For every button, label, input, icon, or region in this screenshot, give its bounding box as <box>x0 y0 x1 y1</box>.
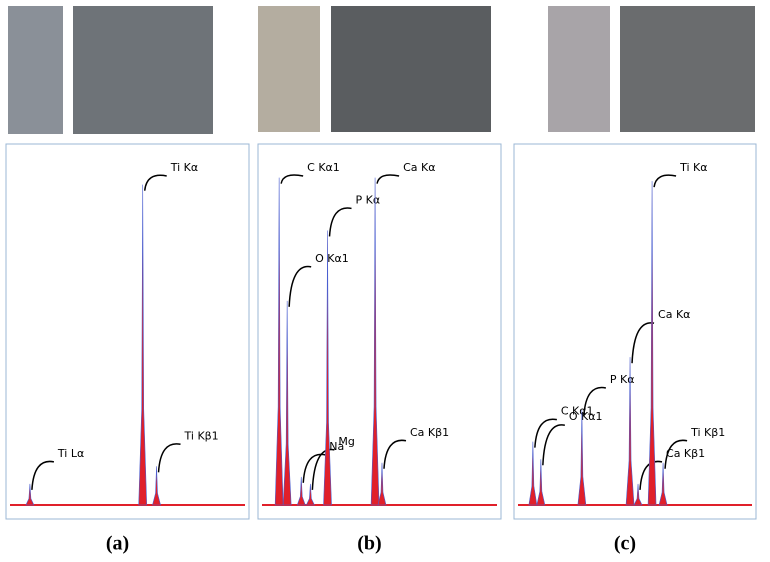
peak <box>658 462 668 506</box>
peak <box>305 483 315 506</box>
peak <box>138 184 148 506</box>
peak-label: Ti Kα <box>170 161 198 174</box>
arrow <box>157 443 181 473</box>
peak <box>296 476 306 506</box>
peak-label: P Kα <box>356 193 381 206</box>
arrow <box>376 174 400 184</box>
implant-photo <box>548 6 610 132</box>
arrow <box>664 439 688 469</box>
peak-label: Ti Kβ1 <box>690 426 725 439</box>
peak-label: O Kα1 <box>569 410 603 423</box>
arrow <box>143 174 167 191</box>
peak <box>377 462 387 506</box>
caption: (c) <box>614 533 636 555</box>
arrow <box>631 322 655 364</box>
arrow <box>31 460 55 490</box>
peak <box>282 300 292 506</box>
arrow <box>328 207 352 237</box>
peak <box>528 441 538 506</box>
spectrum-chart: Ti Lα Ti Kα Ti Kβ1 (a) <box>5 143 250 555</box>
arrow <box>653 174 677 188</box>
peak-label: Ti Kα <box>679 161 707 174</box>
arrow <box>383 439 407 469</box>
sem-image <box>331 6 491 132</box>
peak-label: P Kα <box>610 373 635 386</box>
peak-label: C Kα1 <box>307 161 340 174</box>
arrow <box>534 418 558 448</box>
peak <box>274 177 284 506</box>
sem-image <box>73 6 213 134</box>
peak <box>25 483 35 506</box>
peak-label: Ca Kα <box>403 161 435 174</box>
photos <box>8 6 755 134</box>
peak-label: Ca Kβ1 <box>666 447 705 460</box>
peak <box>536 459 546 506</box>
peak-label: Mg <box>338 435 354 448</box>
peak-label: Ca Kβ1 <box>410 426 449 439</box>
caption: (b) <box>357 533 381 555</box>
peak-label: O Kα1 <box>315 252 349 265</box>
arrow <box>311 448 335 490</box>
implant-photo <box>258 6 320 132</box>
peak <box>152 466 161 506</box>
implant-photo <box>8 6 63 134</box>
peak <box>625 357 635 506</box>
plot-frame <box>257 143 502 520</box>
peak-label: Ti Kβ1 <box>184 429 219 442</box>
arrow <box>583 386 607 417</box>
peak <box>633 483 643 506</box>
peak <box>647 181 657 506</box>
arrow <box>288 265 312 307</box>
peak <box>370 177 380 506</box>
arrow <box>280 174 304 184</box>
peak-label: Ti Lα <box>57 447 84 460</box>
arrow <box>542 424 565 466</box>
peak <box>577 409 587 506</box>
sem-image <box>620 6 755 132</box>
plot-frame <box>5 143 250 520</box>
peak <box>323 230 332 506</box>
plot-frame <box>513 143 757 520</box>
arrow <box>639 460 663 490</box>
peak-label: Ca Kα <box>658 308 690 321</box>
caption: (a) <box>106 533 129 555</box>
